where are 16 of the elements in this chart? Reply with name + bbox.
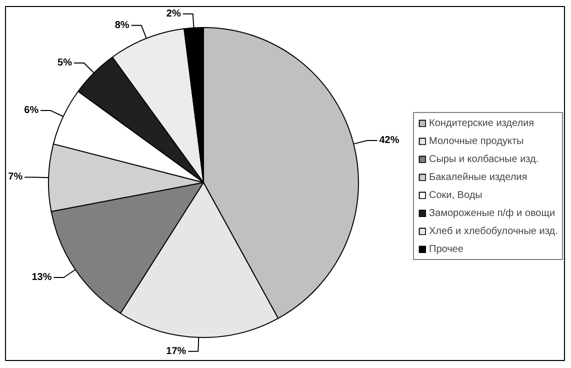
legend-label: Замороженые п/ф и овощи [429,207,556,219]
legend-label: Бакалейные изделия [429,171,528,183]
legend-label: Сыры и колбасные изд. [429,153,539,165]
legend-label: Молочные продукты [429,135,524,147]
data-label: 17% [166,346,186,357]
data-label: 2% [166,8,181,20]
data-label: 6% [24,105,39,116]
legend-label: Прочее [429,243,464,255]
data-label: 5% [58,58,72,68]
legend-label: Хлеб и хлебобулочные изд. [429,225,558,237]
legend-label: Кондитерские изделия [429,117,534,129]
data-label: 42% [379,134,400,146]
data-label: 7% [8,172,23,183]
data-label: 13% [32,272,52,283]
legend-label: Соки, Воды [429,189,482,201]
data-label: 8% [114,20,130,31]
